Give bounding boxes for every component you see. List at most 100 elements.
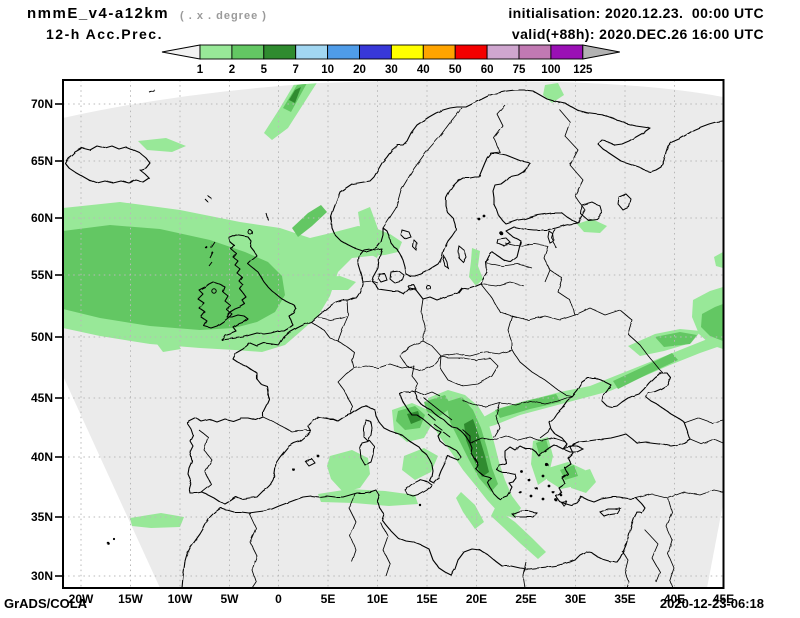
islands-and-lakes — [496, 237, 511, 247]
precipitation-shading — [402, 448, 438, 480]
islands-and-lakes — [541, 497, 545, 501]
islands-and-lakes — [316, 454, 320, 458]
product-title: 12-h Acc.Prec. — [46, 26, 163, 42]
islands-and-lakes — [247, 229, 253, 235]
precipitation-shading — [138, 138, 186, 152]
precipitation-shading — [701, 304, 723, 341]
longitude-label: 0 — [275, 592, 282, 606]
country-borders — [462, 427, 567, 444]
islands-and-lakes — [551, 490, 555, 494]
islands-and-lakes — [559, 493, 563, 497]
islands-and-lakes — [359, 440, 375, 466]
islands-and-lakes — [363, 419, 373, 442]
country-borders — [511, 269, 664, 374]
islands-and-lakes — [534, 486, 538, 490]
latitude-label: 45N — [31, 391, 53, 405]
precipitation-shading — [63, 225, 285, 330]
country-borders — [559, 109, 586, 224]
country-borders — [382, 104, 506, 229]
precipitation-shading — [491, 508, 546, 559]
precipitation-shading — [407, 411, 421, 424]
islands-and-lakes — [561, 445, 585, 453]
islands-and-lakes — [541, 474, 545, 478]
islands-and-lakes — [518, 490, 522, 494]
country-borders — [353, 363, 419, 392]
legend-tick-label: 40 — [417, 64, 430, 76]
legend-above-arrow — [582, 44, 620, 60]
coastline — [347, 152, 579, 277]
islands-and-lakes — [106, 89, 632, 545]
legend-tick-label: 1 — [197, 64, 204, 76]
islands-and-lakes — [292, 468, 296, 472]
country-borders — [248, 493, 527, 589]
grid-resolution-note: ( . x . degree ) — [180, 10, 267, 22]
country-borders — [621, 489, 724, 589]
coastline — [186, 327, 352, 505]
longitude-label: 5E — [321, 592, 336, 606]
country-borders — [439, 355, 499, 387]
latitude-label: 40N — [31, 450, 53, 464]
longitude-label: 20W — [69, 592, 94, 606]
coastline — [548, 372, 691, 448]
islands-and-lakes — [499, 231, 503, 235]
longitude-label: 15W — [118, 592, 143, 606]
longitude-label: 10W — [168, 592, 193, 606]
precipitation-shading — [318, 489, 418, 506]
precipitation-shading — [292, 205, 327, 237]
islands-and-lakes — [148, 89, 269, 221]
islands-and-lakes — [211, 288, 217, 294]
valid-time: valid(+88h): 2020.DEC.26 16:00 UTC — [511, 26, 764, 42]
islands-and-lakes — [529, 494, 533, 498]
country-borders — [461, 395, 573, 439]
country-borders — [317, 280, 379, 342]
islands-and-lakes — [520, 470, 524, 474]
latitude-label: 55N — [31, 268, 53, 282]
country-borders — [480, 228, 557, 287]
creation-timestamp: 2020-12-23-06:18 — [659, 596, 764, 611]
islands-and-lakes — [482, 214, 486, 218]
country-borders — [399, 298, 513, 372]
axis-ticks — [55, 103, 63, 577]
coastline — [330, 89, 724, 246]
latitude-label: 50N — [31, 330, 53, 344]
islands-and-lakes — [112, 537, 116, 541]
map-shape — [64, 89, 724, 589]
islands-and-lakes — [477, 217, 481, 221]
islands-and-lakes — [599, 507, 622, 517]
longitude-label: 45E — [713, 592, 734, 606]
model-title: nmmE_v4-a12km — [27, 5, 170, 22]
legend-tick-label: 125 — [573, 64, 593, 76]
longitude-label: 40E — [664, 592, 685, 606]
longitude-label: 10E — [367, 592, 388, 606]
legend-tick-label: 10 — [321, 64, 334, 76]
latitude-label: 35N — [31, 510, 53, 524]
color-scale-legend: 1 2 5 7 10 20 30 40 50 60 75 100 125 — [161, 44, 620, 76]
islands-and-lakes — [377, 270, 405, 284]
longitude-label: 35E — [614, 592, 635, 606]
legend-tick-label: 2 — [229, 64, 235, 76]
precipitation-shading — [289, 87, 301, 103]
latitude-label: 70N — [31, 97, 53, 111]
latitude-label: 60N — [31, 211, 53, 225]
precipitation-shading — [63, 81, 723, 559]
islands-and-lakes — [425, 284, 431, 290]
legend-tick-label: 7 — [292, 64, 298, 76]
longitude-label: 30E — [565, 592, 586, 606]
coastline — [414, 391, 568, 501]
islands-and-lakes — [208, 241, 216, 267]
precipitation-shading — [327, 450, 370, 492]
country-borders — [262, 416, 312, 433]
islands-and-lakes — [547, 484, 551, 488]
coastline — [197, 281, 233, 329]
coastline — [221, 234, 297, 341]
country-borders — [198, 429, 213, 493]
grads-credit: GrADS/COLA — [4, 596, 88, 611]
legend-tick-label: 50 — [449, 64, 462, 76]
legend-tick-label: 30 — [385, 64, 398, 76]
country-borders — [480, 283, 573, 397]
longitude-label: 15E — [416, 592, 437, 606]
legend-tick-label: 75 — [513, 64, 526, 76]
islands-and-lakes — [527, 478, 531, 482]
precipitation-shading — [495, 394, 561, 418]
